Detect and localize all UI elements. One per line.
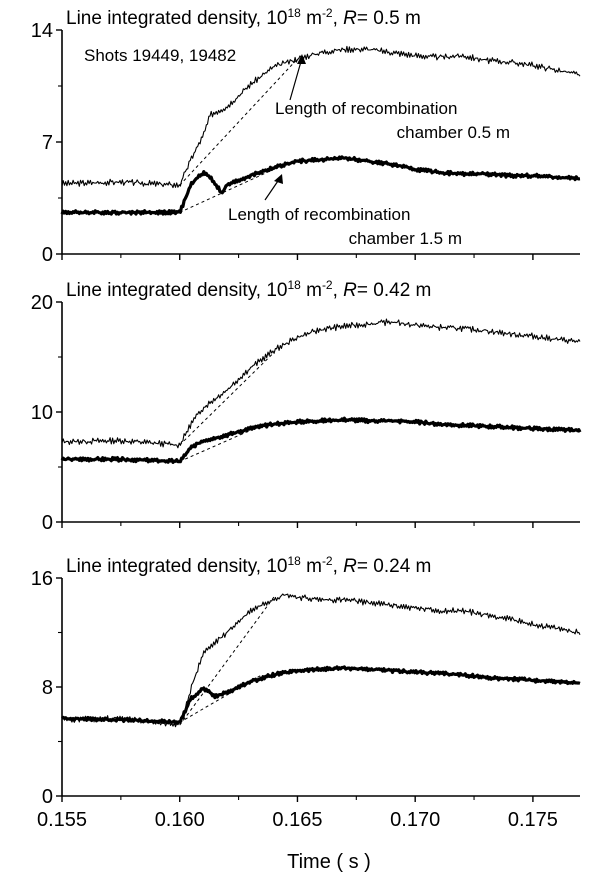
- fit-line-dashed: [179, 165, 282, 213]
- fit-line-dashed: [179, 58, 298, 186]
- panel-title-part: m: [301, 556, 322, 577]
- y-tick-label: 10: [31, 402, 53, 424]
- panel-title-part: ,: [333, 8, 344, 29]
- series-thin-line: [61, 593, 581, 728]
- panel-title-part: R: [343, 556, 357, 577]
- y-tick-label: 0: [42, 244, 53, 266]
- y-tick-label: 20: [31, 292, 53, 314]
- y-tick-label: 0: [42, 512, 53, 534]
- series-thick-line: [60, 155, 581, 216]
- fit-line-dashed: [179, 596, 275, 726]
- panel-title-part: 18: [287, 6, 301, 20]
- panel-title-part: Line integrated density, 10: [66, 556, 287, 577]
- y-tick-label: 14: [31, 20, 53, 42]
- annotation: chamber 0.5 m: [397, 123, 510, 142]
- annotation: Shots 19449, 19482: [84, 46, 236, 65]
- fit-line-dashed: [179, 424, 263, 462]
- panel-title-part: Line integrated density, 10: [66, 280, 287, 301]
- y-tick-label: 7: [42, 132, 53, 154]
- panel-title-part: m: [301, 8, 322, 29]
- annotation: Length of recombination: [275, 99, 457, 118]
- series-thick-line: [60, 416, 582, 464]
- panel-title-part: 18: [287, 554, 301, 568]
- panel-title-part: ,: [333, 280, 344, 301]
- panel-title-part: = 0.5 m: [357, 8, 421, 29]
- panel-title-part: = 0.42 m: [357, 280, 431, 301]
- panel-title-part: R: [343, 280, 357, 301]
- panel-title: Line integrated density, 1018 m-2, R= 0.…: [66, 278, 431, 301]
- x-tick-label: 0.175: [508, 809, 558, 831]
- panel-title-part: m: [301, 280, 322, 301]
- fit-line-dashed: [179, 674, 263, 723]
- annotation: Length of recombination: [228, 205, 410, 224]
- panel-title: Line integrated density, 1018 m-2, R= 0.…: [66, 6, 421, 29]
- panel-title-part: 18: [287, 278, 301, 292]
- series-thin-line: [61, 45, 581, 189]
- x-tick-label: 0.160: [155, 809, 205, 831]
- panel-title-part: -2: [322, 278, 333, 292]
- panel-title-part: Line integrated density, 10: [66, 8, 287, 29]
- panel-title-part: R: [343, 8, 357, 29]
- y-tick-label: 8: [42, 677, 53, 699]
- panel-1: 0 7 14 Line integrated density, 1018 m-2, R…: [31, 6, 581, 266]
- fit-line-dashed: [179, 352, 275, 446]
- panel-3: 0 8 16 Line integrated density, 1018 m-2, R…: [31, 554, 581, 873]
- annotation-arrowhead: [297, 54, 306, 64]
- annotation: chamber 1.5 m: [349, 229, 462, 248]
- x-axis-label: Time ( s ): [287, 851, 371, 873]
- panel-title-part: = 0.24 m: [357, 556, 431, 577]
- panel-title-part: -2: [322, 6, 333, 20]
- series-thin-line: [61, 318, 581, 449]
- x-tick-label: 0.155: [37, 809, 87, 831]
- panel-title-part: -2: [322, 554, 333, 568]
- x-tick-label: 0.170: [390, 809, 440, 831]
- panel-title-part: ,: [333, 556, 344, 577]
- panel-2: 0 10 20 Line integrated density, 1018 m-2, …: [31, 278, 582, 534]
- y-tick-label: 16: [31, 568, 53, 590]
- x-tick-label: 0.165: [272, 809, 322, 831]
- annotation-arrowhead: [274, 174, 283, 184]
- panel-title: Line integrated density, 1018 m-2, R= 0.…: [66, 554, 431, 577]
- y-tick-label: 0: [42, 786, 53, 808]
- annotation-arrow: [289, 57, 303, 101]
- series-thick-line: [60, 665, 581, 725]
